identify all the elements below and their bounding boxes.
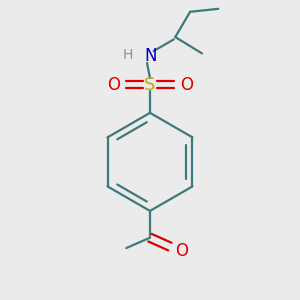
Text: H: H xyxy=(122,48,133,62)
Text: S: S xyxy=(144,76,156,94)
Text: N: N xyxy=(144,47,157,65)
Text: O: O xyxy=(107,76,120,94)
Text: O: O xyxy=(180,76,193,94)
Text: O: O xyxy=(175,242,188,260)
